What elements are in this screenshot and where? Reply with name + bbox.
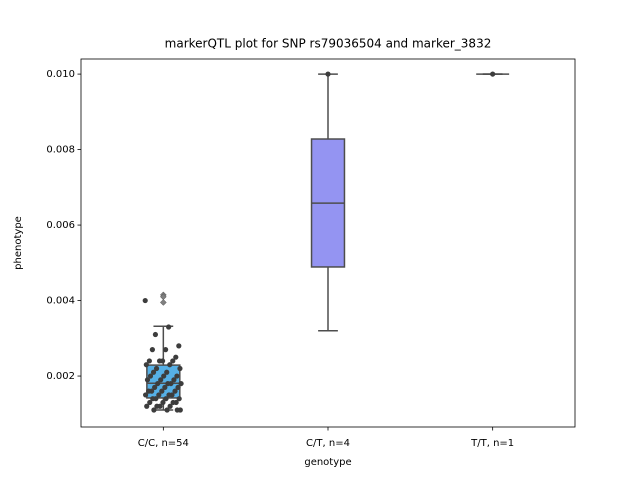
plot-frame: [80, 58, 576, 428]
point: [150, 396, 156, 402]
x-tick-label: C/T, n=4: [306, 438, 350, 449]
point: [142, 297, 148, 304]
point: [154, 403, 160, 409]
point: [170, 399, 176, 406]
flier: [159, 299, 167, 306]
point: [167, 403, 173, 409]
x-axis-label: genotype: [304, 457, 351, 468]
point: [151, 407, 157, 413]
point: [161, 373, 167, 379]
point: [146, 388, 152, 394]
point: [142, 392, 149, 398]
y-tick-label: 0.002: [46, 371, 75, 382]
point: [171, 377, 177, 383]
point: [160, 399, 166, 406]
x-tick-label: T/T, n=1: [470, 438, 514, 449]
point: [166, 324, 172, 330]
chart-title: markerQTL plot for SNP rs79036504 and ma…: [165, 37, 492, 51]
point: [170, 358, 176, 364]
point: [147, 399, 153, 406]
point: [490, 71, 496, 77]
point: [162, 347, 169, 353]
point: [155, 380, 161, 387]
point: [156, 392, 162, 398]
point: [177, 365, 183, 372]
point: [176, 343, 182, 349]
y-tick-label: 0.008: [46, 145, 75, 156]
y-tick-label: 0.010: [46, 69, 75, 80]
point: [175, 384, 181, 390]
point: [152, 384, 158, 390]
point: [174, 373, 180, 379]
y-tick-label: 0.006: [46, 220, 75, 231]
point: [176, 396, 182, 402]
point: [156, 358, 163, 364]
point: [166, 392, 172, 398]
point: [153, 365, 160, 372]
point: [147, 373, 154, 379]
y-tick-label: 0.004: [46, 296, 75, 307]
point: [162, 384, 168, 390]
point: [152, 331, 159, 338]
point: [163, 396, 169, 402]
point: [172, 388, 178, 394]
x-tick-label: C/C, n=54: [138, 438, 189, 449]
point: [174, 407, 180, 413]
point: [159, 388, 165, 394]
point: [150, 369, 157, 375]
point: [165, 380, 171, 387]
y-axis-label: phenotype: [13, 216, 24, 270]
point: [164, 369, 170, 375]
point: [144, 403, 150, 409]
point: [149, 347, 155, 353]
point: [178, 380, 184, 387]
point: [146, 358, 152, 364]
point: [164, 407, 170, 413]
point: [143, 362, 149, 368]
point: [144, 377, 151, 383]
point: [167, 362, 173, 368]
point: [173, 354, 179, 360]
point: [325, 71, 331, 77]
point: [158, 377, 164, 383]
